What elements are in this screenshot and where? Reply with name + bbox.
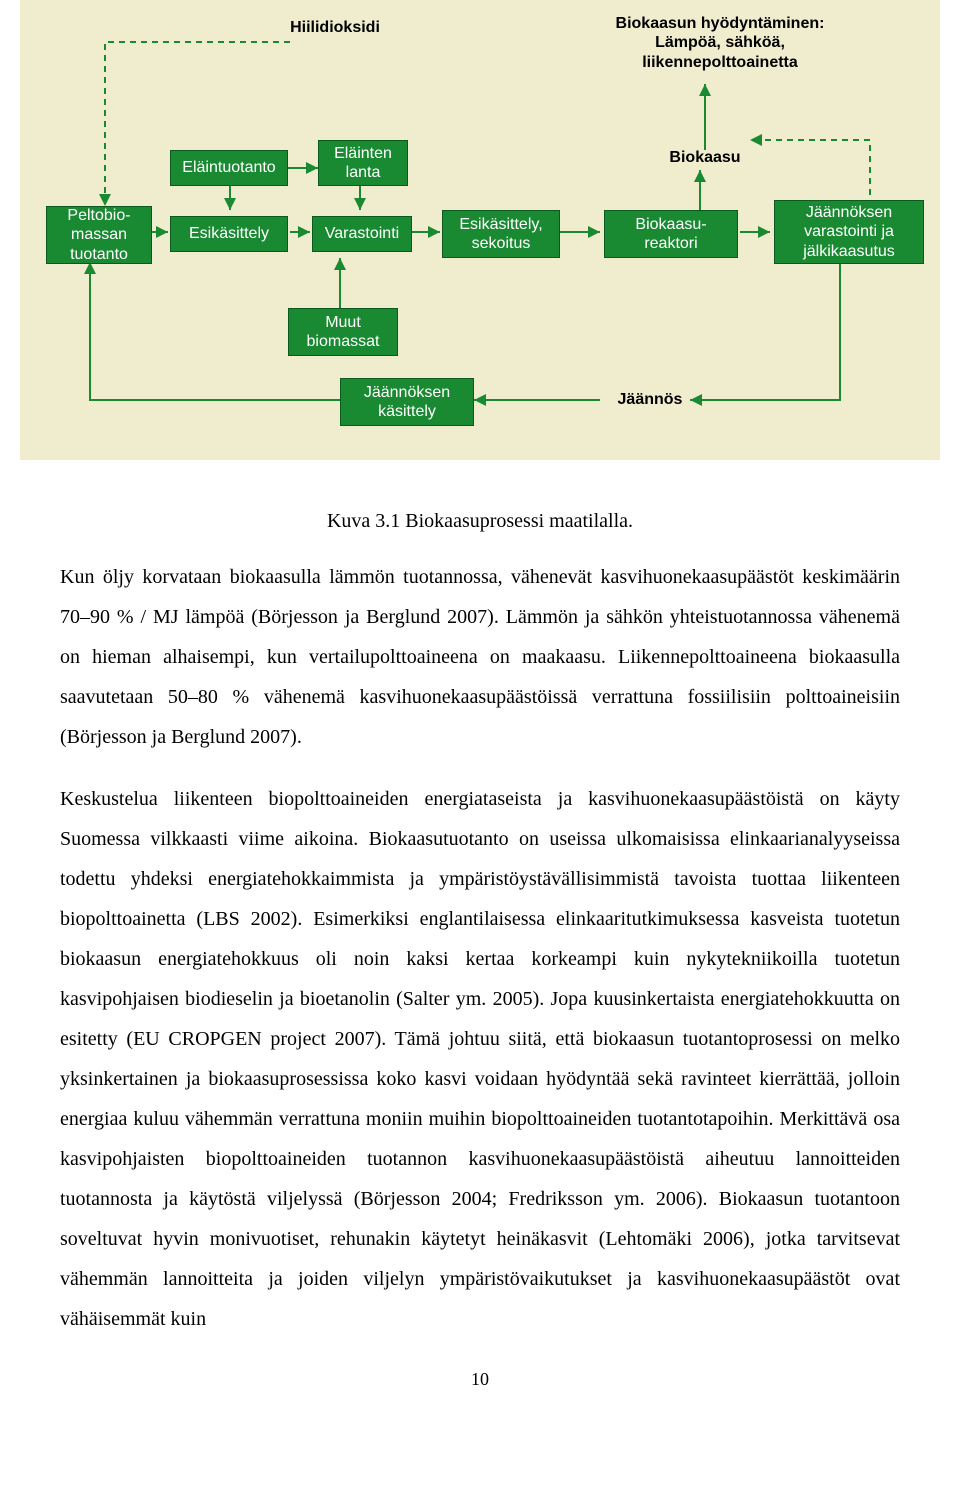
paragraph-2: Keskustelua liikenteen biopolttoaineiden…	[60, 779, 900, 1339]
text: Varastointi	[325, 224, 399, 243]
text: Biokaasun hyödyntäminen: Lämpöä, sähköä,…	[616, 14, 825, 72]
label-jaannos: Jäännös	[600, 386, 700, 414]
box-varastointi: Varastointi	[312, 216, 412, 252]
box-elainten-lanta: Eläinten lanta	[318, 140, 408, 186]
box-esikasittely: Esikäsittely	[170, 216, 288, 252]
text: Biokaasu	[669, 148, 740, 167]
paragraph-1: Kun öljy korvataan biokaasulla lämmön tu…	[60, 557, 900, 757]
text: Hiilidioksidi	[290, 18, 380, 37]
box-esikasittely-sekoitus: Esikäsittely, sekoitus	[442, 210, 560, 258]
label-hiilidioksidi: Hiilidioksidi	[260, 14, 410, 42]
text: Jäännöksen varastointi ja jälkikaasutus	[803, 203, 895, 261]
box-jaannoksen-varastointi: Jäännöksen varastointi ja jälkikaasutus	[774, 200, 924, 264]
text: Jäännöksen käsittely	[364, 383, 450, 421]
biogas-process-diagram: Hiilidioksidi Biokaasun hyödyntäminen: L…	[0, 0, 960, 480]
page-number-value: 10	[471, 1369, 489, 1389]
body-text: Kun öljy korvataan biokaasulla lämmön tu…	[0, 557, 960, 1339]
text: Biokaasu- reaktori	[635, 215, 706, 253]
box-muut-biomassat: Muut biomassat	[288, 308, 398, 356]
text: Peltobio- massan tuotanto	[67, 206, 130, 264]
caption-text: Kuva 3.1 Biokaasuprosessi maatilalla.	[327, 510, 633, 532]
text: Eläinten lanta	[334, 144, 392, 182]
box-elaintuotanto: Eläintuotanto	[170, 150, 288, 186]
box-biokaasureaktori: Biokaasu- reaktori	[604, 210, 738, 258]
box-peltobiomassan-tuotanto: Peltobio- massan tuotanto	[46, 206, 152, 264]
text: Eläintuotanto	[182, 158, 275, 177]
box-jaannoksen-kasittely: Jäännöksen käsittely	[340, 378, 474, 426]
figure-caption: Kuva 3.1 Biokaasuprosessi maatilalla.	[0, 510, 960, 533]
text: Jäännös	[618, 390, 683, 409]
text: Esikäsittely, sekoitus	[459, 215, 542, 253]
label-biokaasun-hyodyntaminen: Biokaasun hyödyntäminen: Lämpöä, sähköä,…	[580, 8, 860, 78]
text: Esikäsittely	[189, 224, 269, 243]
page-number: 10	[0, 1369, 960, 1390]
label-biokaasu: Biokaasu	[645, 144, 765, 172]
text: Muut biomassat	[307, 313, 380, 351]
